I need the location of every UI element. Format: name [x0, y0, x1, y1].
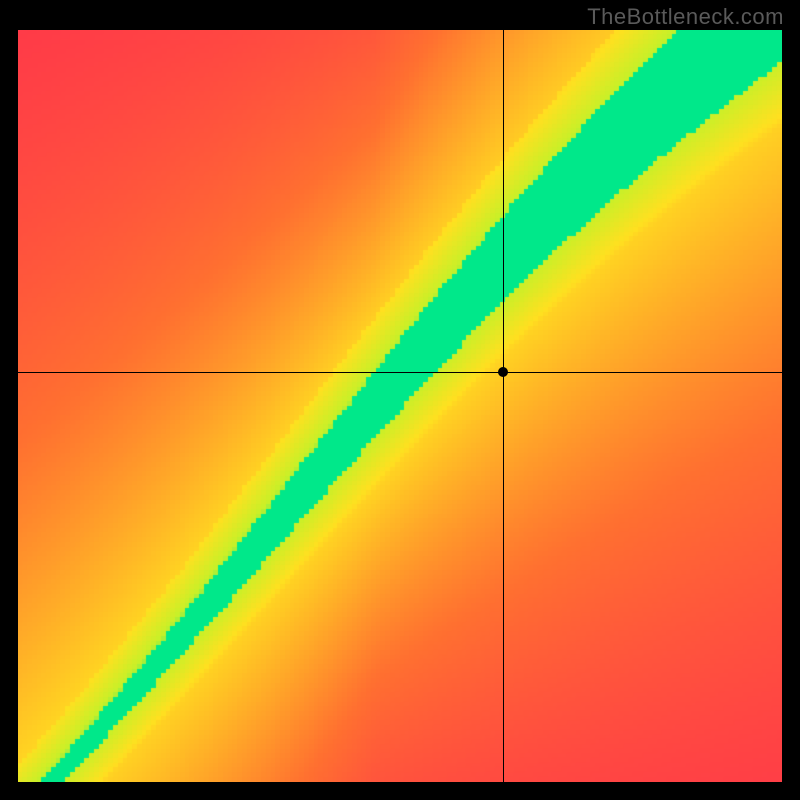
root: TheBottleneck.com: [0, 0, 800, 800]
crosshair-marker-dot: [498, 367, 508, 377]
plot-area: [18, 30, 782, 782]
crosshair-horizontal: [18, 372, 782, 373]
watermark-text: TheBottleneck.com: [587, 4, 784, 30]
heatmap-canvas: [18, 30, 782, 782]
crosshair-vertical: [503, 30, 504, 782]
